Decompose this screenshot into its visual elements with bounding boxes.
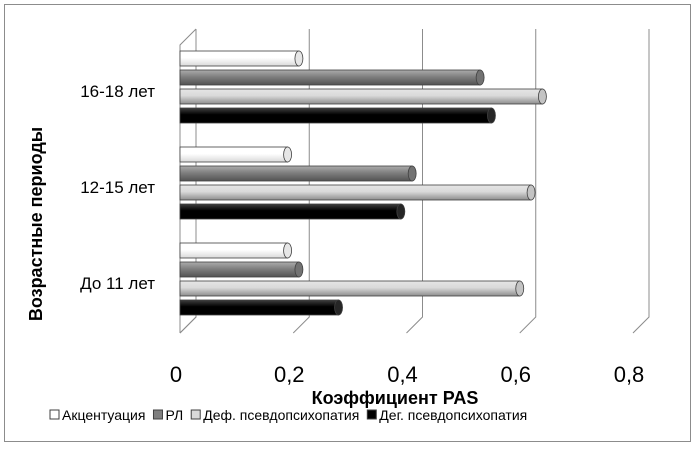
grid-line (292, 29, 310, 334)
bar-body (179, 203, 402, 220)
bar-body (179, 88, 543, 105)
bar-body (179, 242, 288, 259)
bar (179, 165, 417, 182)
legend-item: Акцентуация (49, 407, 145, 423)
bar-cap (475, 69, 485, 86)
bar-cap (334, 299, 343, 316)
bar-cap (396, 203, 406, 220)
x-tick-labels: 0 0,2 0,4 0,6 0,8 (170, 362, 644, 387)
legend-label: РЛ (165, 407, 183, 423)
bar (179, 107, 496, 124)
bar-cap (294, 261, 304, 278)
bar-body (179, 261, 300, 278)
bar-body (179, 50, 300, 67)
bar (179, 261, 304, 278)
bar-cap (283, 146, 292, 163)
legend-swatch (152, 409, 163, 420)
bar (179, 69, 485, 86)
legend-item: РЛ (152, 407, 183, 423)
bar-body (179, 165, 413, 182)
bar (179, 88, 547, 105)
grid-line (519, 29, 537, 334)
bar (179, 50, 304, 67)
legend-item: Деф. псевдопсихопатия (190, 407, 359, 423)
bar-body (179, 146, 288, 163)
bar-cap (526, 184, 536, 201)
bar (179, 280, 525, 297)
bar (179, 203, 406, 220)
grid-line (179, 29, 197, 334)
x-tick-label: 0,2 (274, 362, 305, 387)
bar-cap (407, 165, 417, 182)
grid-lines (179, 29, 650, 334)
bar (179, 242, 292, 259)
x-tick-label: 0 (170, 362, 182, 387)
x-axis-title: Коэффициент PAS (312, 388, 479, 408)
category-label: 16-18 лет (80, 82, 155, 101)
x-tick-label: 0,6 (500, 362, 531, 387)
legend-label: Акцентуация (62, 407, 145, 423)
legend-label: Деф. псевдопсихопатия (203, 407, 359, 423)
bar-body (179, 69, 481, 86)
grid-line (406, 29, 423, 334)
bar-body (179, 107, 492, 124)
legend-swatch (190, 409, 201, 420)
legend-swatch (49, 409, 60, 420)
bar (179, 146, 292, 163)
bar-cap (515, 280, 525, 297)
bar-cap (487, 107, 496, 124)
y-axis-title: Возрастные периоды (26, 127, 46, 321)
bars (179, 50, 547, 316)
category-label: 12-15 лет (80, 178, 155, 197)
x-tick-label: 0,4 (387, 362, 418, 387)
legend-label: Дег. псевдопсихопатия (379, 407, 527, 423)
bar-body (179, 280, 521, 297)
bar-body (179, 299, 339, 316)
bar (179, 184, 536, 201)
category-labels: До 11 лет 12-15 лет 16-18 лет (80, 82, 155, 293)
legend: Акцентуация РЛ Деф. псевдопсихопатия Дег. п… (49, 407, 527, 423)
grid-line (632, 29, 650, 334)
legend-item: Дег. псевдопсихопатия (366, 407, 527, 423)
x-tick-label: 0,8 (614, 362, 645, 387)
bar-cap (294, 50, 304, 67)
legend-swatch (366, 409, 377, 420)
bar (179, 299, 343, 316)
category-label: До 11 лет (80, 274, 155, 293)
bar-cap (538, 88, 547, 105)
bar-cap (283, 242, 292, 259)
bar-body (179, 184, 532, 201)
